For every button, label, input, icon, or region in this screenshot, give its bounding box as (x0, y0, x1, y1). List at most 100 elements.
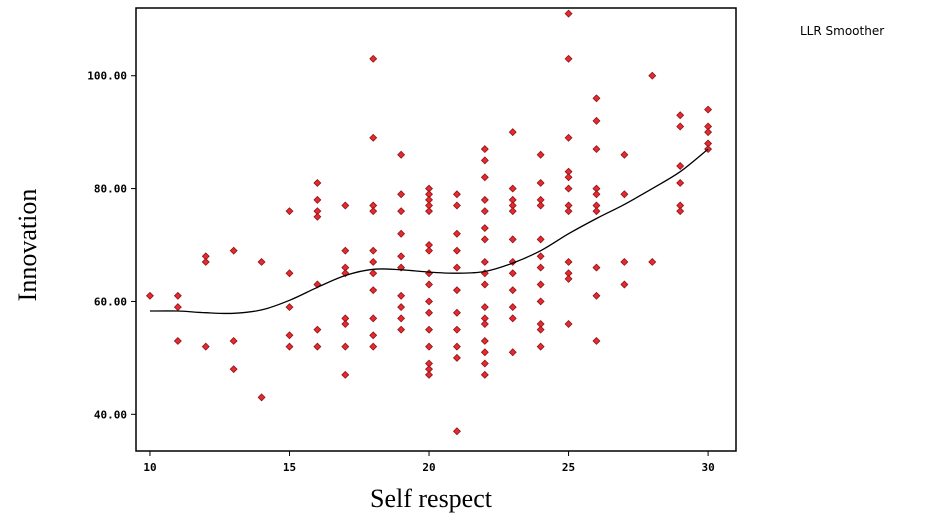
x-tick-label: 20 (422, 461, 435, 474)
data-point (452, 286, 461, 295)
data-point (173, 303, 182, 312)
data-point (397, 291, 406, 300)
data-point (145, 291, 154, 300)
data-point (592, 336, 601, 345)
data-point (620, 190, 629, 199)
data-point (313, 212, 322, 221)
data-points (145, 9, 713, 436)
data-point (480, 348, 489, 357)
data-point (564, 54, 573, 63)
data-point (536, 342, 545, 351)
data-point (425, 246, 433, 255)
data-point (452, 353, 461, 362)
data-point (480, 314, 489, 323)
data-point (397, 150, 406, 159)
data-point (480, 235, 489, 244)
data-point (592, 207, 601, 216)
y-tick-label: 60.00 (94, 295, 127, 308)
y-tick-label: 100.00 (87, 70, 127, 83)
data-point (508, 348, 517, 357)
data-point (285, 269, 294, 278)
data-point (425, 308, 433, 317)
data-point (592, 291, 601, 300)
data-point (257, 393, 266, 402)
data-point (397, 325, 406, 334)
data-point (536, 235, 545, 244)
data-point (536, 325, 545, 334)
data-point (229, 246, 238, 255)
data-point (480, 207, 489, 216)
data-point (536, 280, 545, 289)
data-point (480, 173, 489, 182)
data-point (285, 303, 294, 312)
y-axis-title: Innovation (13, 189, 42, 302)
data-point (564, 269, 573, 278)
data-point (704, 105, 713, 114)
x-axis: 10 15 20 25 30 (143, 451, 715, 474)
data-point (536, 201, 545, 210)
data-point (480, 370, 489, 379)
data-point (397, 314, 406, 323)
data-point (201, 342, 210, 351)
data-point (536, 195, 545, 204)
data-point (536, 178, 545, 187)
data-point (257, 257, 266, 266)
x-tick-label: 10 (143, 461, 156, 474)
data-point (508, 286, 517, 295)
data-point (425, 325, 433, 334)
data-point (369, 54, 378, 63)
data-point (452, 229, 461, 238)
data-point (564, 173, 573, 182)
data-point (341, 320, 350, 328)
data-point (173, 336, 182, 345)
data-point (508, 303, 517, 312)
data-point (592, 190, 601, 199)
data-point (704, 145, 713, 154)
data-point (452, 246, 461, 255)
data-point (508, 235, 517, 244)
data-point (397, 303, 406, 312)
data-point (452, 308, 461, 317)
data-point (341, 263, 350, 272)
data-point (704, 122, 713, 131)
data-point (508, 195, 517, 204)
data-point (341, 370, 350, 379)
data-point (704, 128, 713, 137)
data-point (341, 201, 350, 210)
data-point (397, 207, 406, 216)
data-point (425, 201, 433, 210)
data-point (536, 252, 545, 261)
llr-smoother-line (149, 148, 709, 315)
data-point (313, 207, 322, 216)
data-point (480, 320, 489, 328)
y-tick-label: 80.00 (94, 183, 127, 196)
data-point (369, 286, 378, 295)
data-point (369, 133, 378, 142)
data-point (313, 178, 322, 187)
data-point (397, 252, 406, 261)
data-point (201, 257, 210, 266)
data-point (592, 201, 601, 210)
data-point (425, 241, 433, 249)
data-point (201, 252, 210, 261)
data-point (452, 427, 461, 436)
data-point (425, 195, 433, 204)
data-point (620, 280, 629, 289)
data-point (620, 257, 629, 266)
data-point (508, 128, 517, 137)
data-point (397, 190, 406, 199)
data-point (285, 342, 294, 351)
data-point (480, 303, 489, 312)
data-point (285, 331, 294, 340)
data-point (508, 269, 517, 278)
data-point (341, 342, 350, 351)
data-point (369, 257, 378, 266)
data-point (369, 314, 378, 323)
data-point (536, 320, 545, 328)
data-point (564, 9, 573, 18)
x-axis-title: Self respect (370, 484, 493, 513)
data-point (508, 314, 517, 323)
data-point (676, 201, 685, 210)
data-point (452, 325, 461, 334)
